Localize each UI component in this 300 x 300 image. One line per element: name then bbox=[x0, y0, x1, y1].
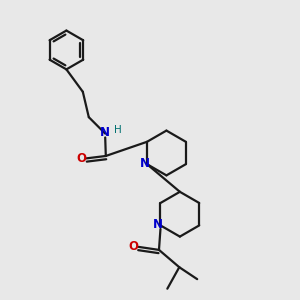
Text: N: N bbox=[140, 157, 150, 170]
Text: O: O bbox=[76, 152, 86, 166]
Text: N: N bbox=[153, 218, 163, 231]
Text: N: N bbox=[100, 126, 110, 139]
Text: H: H bbox=[114, 125, 122, 135]
Text: O: O bbox=[128, 239, 138, 253]
